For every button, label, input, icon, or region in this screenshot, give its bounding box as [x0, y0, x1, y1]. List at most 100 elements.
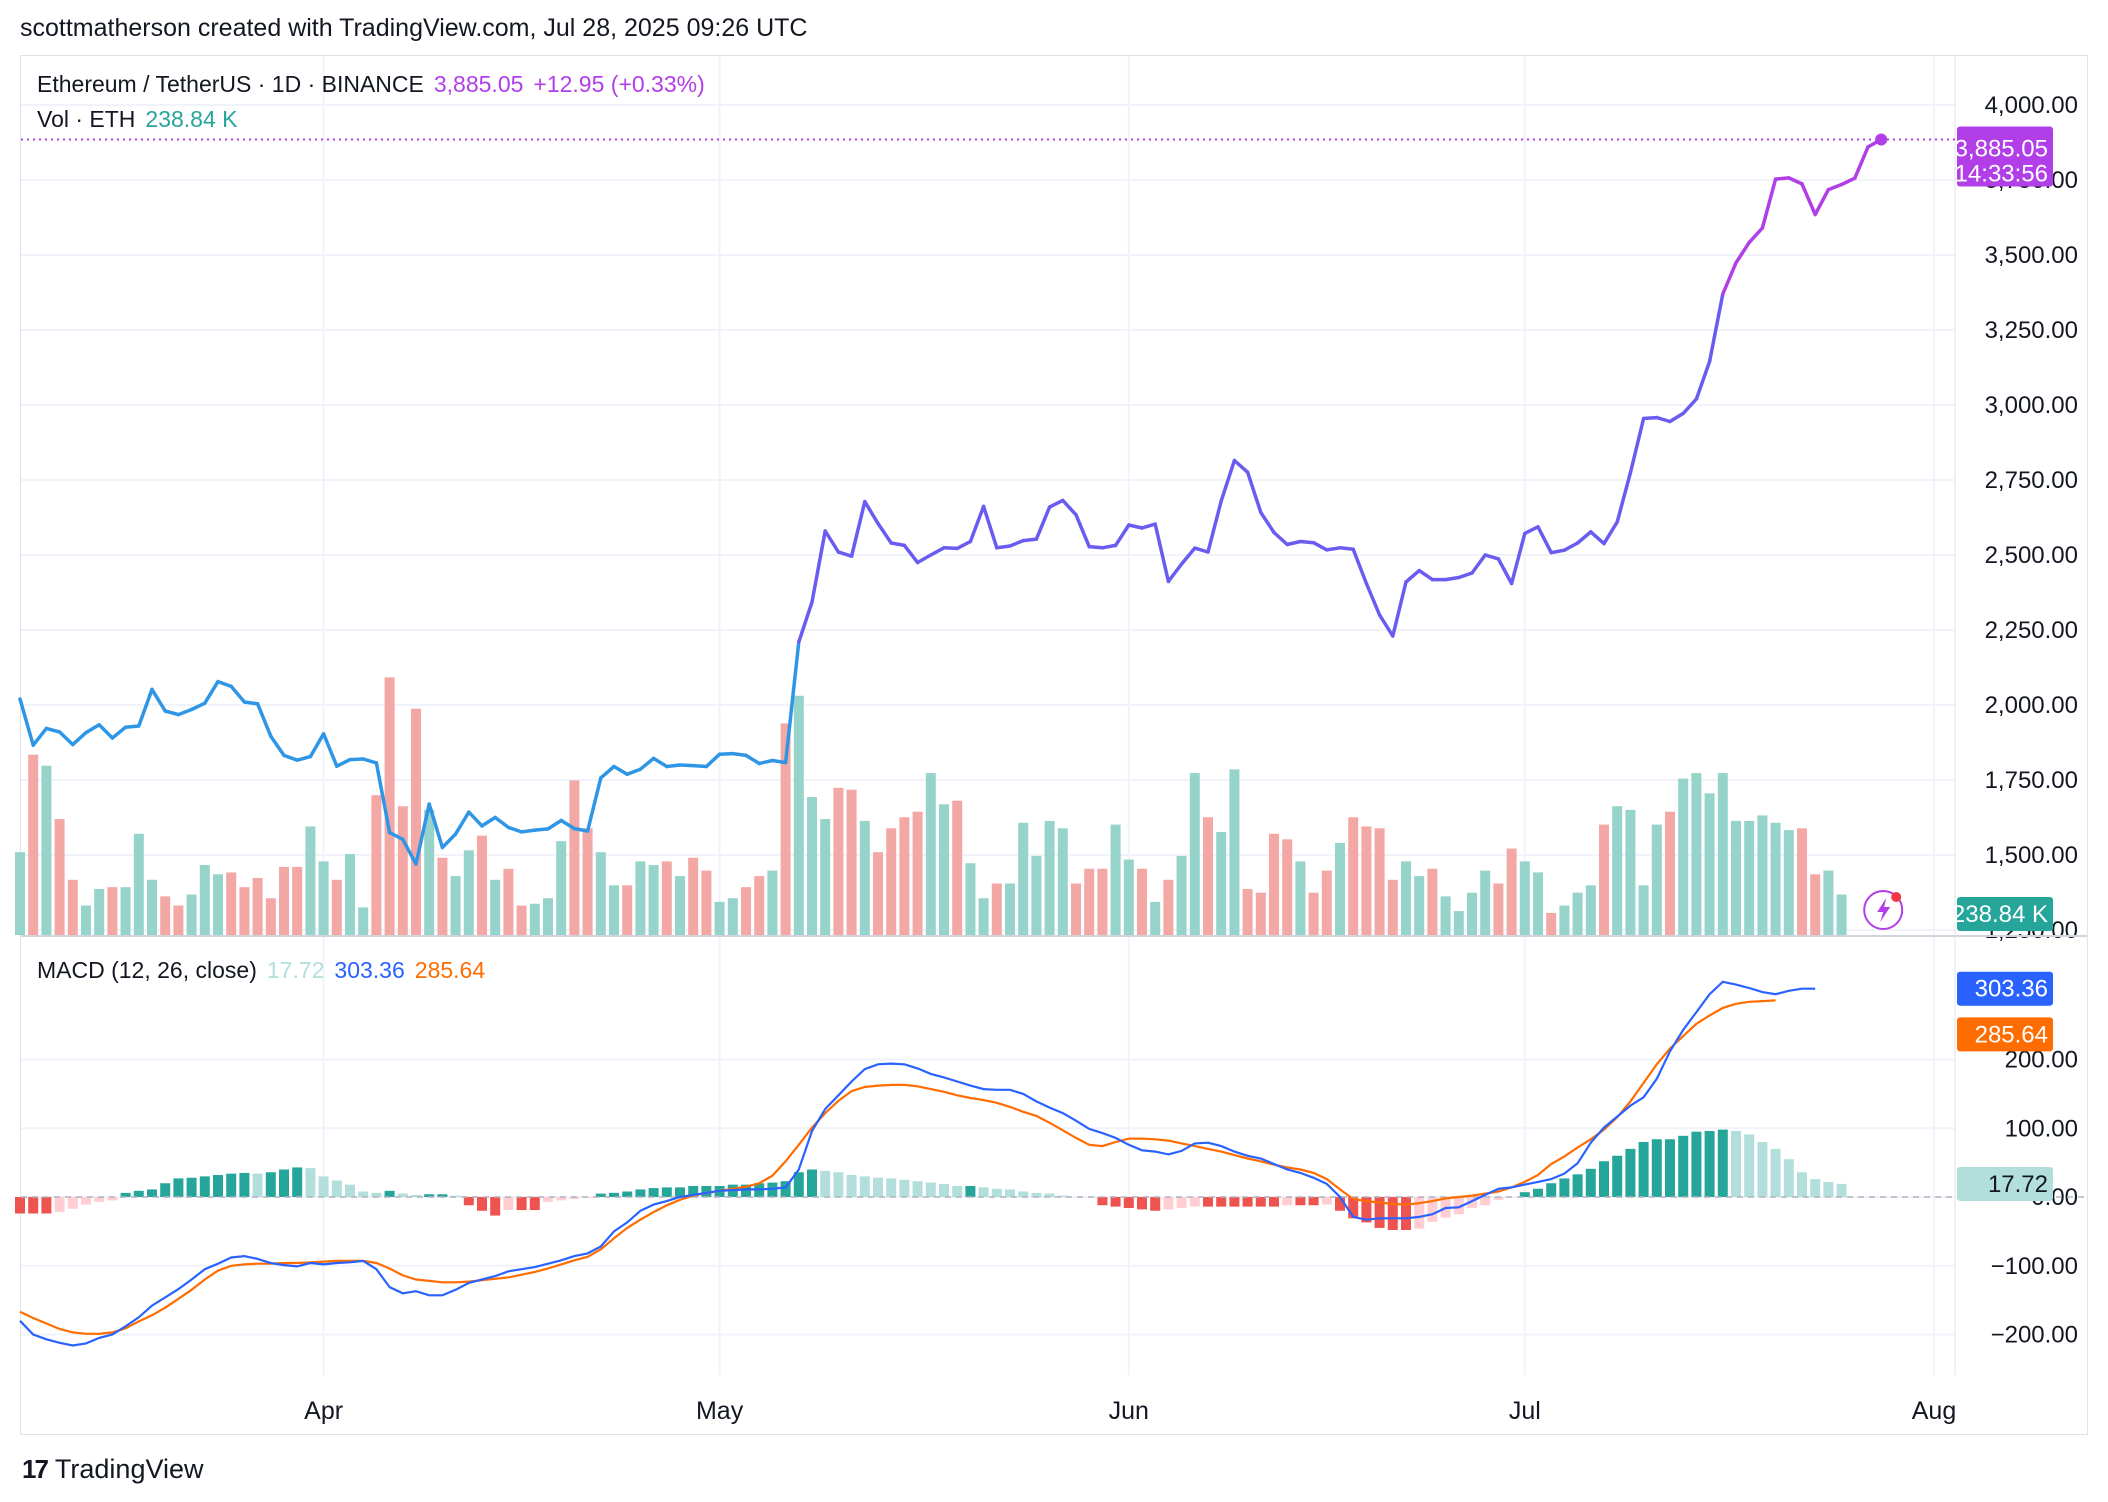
symbol-title[interactable]: Ethereum / TetherUS · 1D · BINANCE	[37, 71, 424, 97]
volume-bar	[1783, 830, 1794, 935]
volume-bar	[199, 865, 210, 935]
price-line-segment	[1311, 540, 1329, 552]
price-line-segment	[1245, 470, 1263, 515]
price-line-segment	[321, 732, 339, 768]
volume-bar	[1414, 876, 1425, 935]
macd-histogram-bar	[1599, 1161, 1609, 1197]
volume-bar	[648, 865, 659, 935]
volume-bar	[1150, 901, 1161, 935]
volume-bar	[133, 833, 144, 935]
macd-histogram-bar	[873, 1177, 883, 1197]
volume-bar	[1123, 859, 1134, 935]
price-axis-label: 3,000.00	[1985, 392, 2078, 419]
volume-bar	[1084, 868, 1095, 935]
volume-label[interactable]: Vol · ETH	[37, 106, 136, 132]
volume-bar	[859, 820, 870, 935]
macd-histogram-bar	[1269, 1197, 1279, 1207]
volume-bar	[1678, 778, 1689, 935]
price-line-segment	[572, 826, 590, 833]
volume-bar	[1757, 815, 1768, 935]
volume-bar	[424, 809, 435, 935]
volume-bar	[1704, 793, 1715, 935]
price-line-segment	[1628, 416, 1646, 475]
macd-line	[19, 980, 1816, 1347]
price-line-segment	[519, 828, 537, 834]
tradingview-brand: TradingView	[54, 1454, 204, 1484]
price-line-segment	[163, 709, 181, 717]
price-line-segment	[1391, 580, 1408, 638]
price-line-segment	[1140, 522, 1157, 530]
tradingview-logo-icon: 17	[22, 1454, 49, 1484]
volume-bar	[1229, 769, 1240, 935]
macd-histogram-bar	[292, 1167, 303, 1197]
price-line-segment	[1047, 498, 1065, 509]
macd-histogram-bar	[28, 1197, 39, 1214]
volume-bar	[873, 852, 883, 935]
macd-histogram-bar	[1691, 1131, 1702, 1197]
macd-legend: MACD (12, 26, close) 17.72 303.36 285.64	[37, 957, 495, 984]
price-line-segment	[876, 521, 893, 545]
volume-bar	[1005, 883, 1015, 935]
price-line-segment	[1536, 525, 1553, 555]
macd-histogram-bar	[173, 1178, 184, 1197]
volume-bar	[1057, 828, 1068, 935]
volume-bar	[1203, 817, 1213, 935]
macd-histogram-bar	[437, 1194, 448, 1197]
volume-bar	[767, 870, 778, 935]
volume-bar	[1612, 806, 1623, 935]
volume-bar	[1163, 879, 1174, 935]
macd-histogram-bar	[556, 1197, 567, 1201]
volume-bar	[807, 797, 817, 935]
lightning-icon[interactable]	[1863, 890, 1904, 930]
price-axis-label: 2,000.00	[1985, 692, 2078, 719]
price-line-segment	[955, 539, 973, 551]
macd-histogram-bar	[1519, 1192, 1530, 1197]
price-line-segment	[18, 697, 35, 747]
price-line-segment	[242, 700, 260, 706]
volume-bar	[1731, 820, 1741, 935]
macd-histogram-bar	[529, 1197, 540, 1211]
volume-bar	[120, 887, 131, 935]
volume-bar	[1374, 828, 1385, 935]
price-line-segment	[585, 776, 603, 833]
price-line-segment	[783, 640, 801, 765]
price-line-segment	[401, 837, 418, 866]
price-line-segment	[981, 504, 999, 550]
price-line-segment	[1470, 553, 1487, 575]
volume-bar	[965, 863, 976, 935]
price-line-segment	[1787, 176, 1804, 186]
volume-bar	[411, 708, 421, 935]
macd-histogram-bar	[1282, 1197, 1293, 1206]
price-line-segment	[1113, 523, 1131, 548]
price-line-segment	[1298, 539, 1316, 545]
macd-histogram-bar	[345, 1184, 355, 1197]
volume-badge-value: 238.84 K	[1952, 901, 2048, 928]
macd-histogram-bar	[239, 1172, 250, 1197]
macd-histogram-bar	[1638, 1142, 1649, 1197]
price-line-segment	[269, 734, 286, 758]
volume-bar	[1176, 855, 1187, 935]
price-line-segment	[678, 763, 695, 768]
tradingview-logo[interactable]: 17 TradingView	[22, 1454, 204, 1485]
x-axis-label-aug: Aug	[1912, 1397, 1956, 1425]
macd-histogram-bar	[1110, 1197, 1121, 1207]
macd-histogram-bar	[1467, 1197, 1477, 1208]
volume-bar	[1427, 868, 1438, 935]
volume-bar	[1506, 848, 1517, 935]
macd-histogram-bar	[912, 1181, 923, 1197]
macd-histogram-bar	[199, 1176, 210, 1197]
macd-histogram-bar	[635, 1189, 646, 1197]
macd-label[interactable]: MACD (12, 26, close)	[37, 957, 257, 983]
price-line-segment	[1193, 546, 1210, 554]
price-line-segment	[651, 756, 669, 769]
volume-bar	[1638, 885, 1649, 935]
price-line-segment	[1377, 613, 1395, 638]
volume-bar	[279, 866, 289, 935]
price-line-segment	[110, 725, 128, 740]
macd-histogram-bar	[1546, 1183, 1557, 1197]
volume-bar	[1018, 822, 1029, 935]
volume-bar	[1559, 905, 1570, 935]
macd-histogram-bar	[1783, 1159, 1794, 1197]
macd-histogram-bar	[1770, 1148, 1781, 1197]
